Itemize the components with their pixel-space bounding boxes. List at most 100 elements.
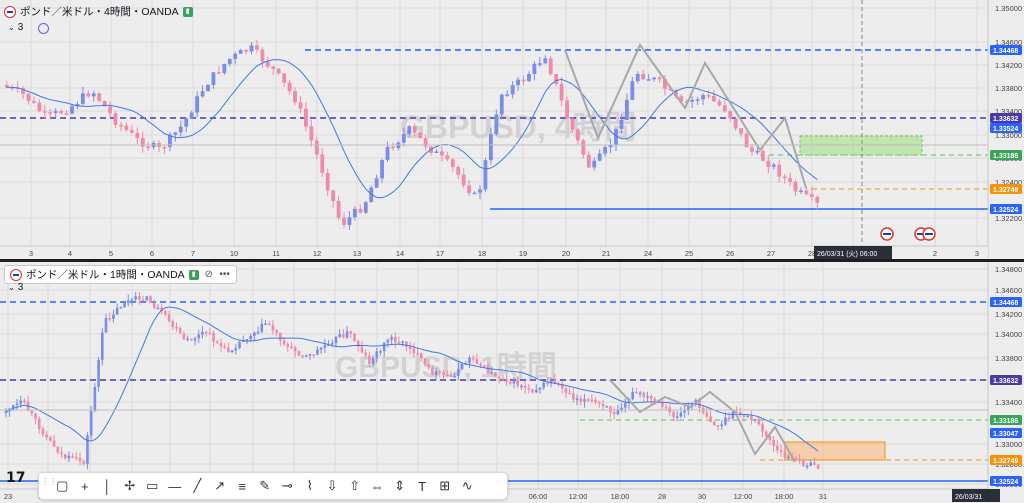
candle-body bbox=[184, 118, 189, 127]
brush-icon[interactable]: ✎ bbox=[259, 478, 271, 493]
tradingview-logo[interactable]: 17 bbox=[6, 470, 26, 486]
candle-body bbox=[64, 113, 69, 115]
candle-body bbox=[499, 94, 504, 115]
symbol-title[interactable]: ポンド／米ドル・1時間・OANDA bbox=[26, 269, 185, 281]
candle-body bbox=[598, 402, 601, 404]
horizontal-line-icon[interactable]: — bbox=[168, 478, 182, 494]
candle-body bbox=[720, 424, 724, 427]
candle-body bbox=[53, 111, 58, 113]
candle-body bbox=[549, 379, 553, 384]
candle-body bbox=[809, 194, 814, 197]
chevron-down-icon[interactable]: ⌄ bbox=[8, 23, 15, 32]
ray-icon[interactable]: ↗ bbox=[214, 478, 226, 493]
candle-body bbox=[342, 217, 346, 225]
candle-body bbox=[505, 94, 510, 96]
chevron-down-icon[interactable]: ⌄ bbox=[8, 283, 15, 292]
price-range-icon[interactable]: ⇕ bbox=[394, 478, 406, 493]
crosshair-icon[interactable]: + bbox=[80, 478, 89, 494]
candle-body bbox=[374, 178, 379, 188]
candle-body bbox=[512, 380, 516, 384]
candle-body bbox=[523, 385, 527, 389]
candle-body bbox=[356, 341, 360, 347]
cross-icon[interactable]: ✢ bbox=[124, 478, 136, 493]
candle-body bbox=[253, 332, 256, 336]
chart-canvas-4h[interactable]: GBPUSD, 4時間 1.35000 1.34600 1.34200 1.33800 1… bbox=[0, 0, 1024, 260]
parallel-channel-icon[interactable]: ≡ bbox=[238, 478, 247, 494]
candle-body bbox=[112, 314, 115, 319]
date-tick-label: 12 bbox=[313, 249, 321, 258]
candle-body bbox=[565, 100, 569, 119]
drawing-toolbar[interactable]: ⋮⋮ ▢ + │ ✢ ▭ — ╱ ↗ ≡ ✎ ⊸ ⌇ ⇩ ⇧ ⇔ ⇕ T ⊞ ∿ bbox=[38, 472, 508, 500]
indicator-settings-4h[interactable] bbox=[38, 23, 49, 34]
drag-handle-icon[interactable]: ⋮⋮ bbox=[41, 477, 57, 486]
candle-body bbox=[739, 128, 744, 134]
link-icon[interactable]: ⊘ bbox=[204, 268, 213, 280]
candle-body bbox=[215, 341, 219, 344]
chart-canvas-1h[interactable]: GBPUSD, 1時間 1.34800 1.34600 1.34200 1.34000 1… bbox=[0, 262, 1024, 503]
vertical-line-icon[interactable]: │ bbox=[103, 478, 112, 494]
price-badge-label: 1.33524 bbox=[993, 126, 1018, 133]
price-badge-label: 1.32524 bbox=[993, 207, 1018, 214]
candle-body bbox=[772, 440, 775, 446]
symbol-legend-4h[interactable]: ポンド／米ドル・4時間・OANDA ▮ bbox=[4, 4, 193, 19]
rectangle-icon[interactable]: ▭ bbox=[146, 478, 159, 493]
price-tick-label: 1.34600 bbox=[995, 38, 1022, 47]
candle-body bbox=[319, 347, 323, 350]
indicator-circle-icon[interactable] bbox=[38, 23, 49, 34]
price-badge-label: 1.32749 bbox=[993, 458, 1018, 465]
candle-body bbox=[805, 465, 809, 468]
candle-body bbox=[687, 407, 690, 411]
candle-body bbox=[594, 399, 597, 403]
candle-body bbox=[216, 72, 221, 74]
indicator-legend-1h[interactable]: ⌄ 3 bbox=[8, 282, 23, 293]
candle-body bbox=[178, 126, 183, 133]
path-icon[interactable]: ⌇ bbox=[306, 478, 313, 493]
candle-body bbox=[766, 160, 771, 167]
arrow-up-icon[interactable]: ⇧ bbox=[349, 478, 361, 493]
candle-body bbox=[804, 190, 809, 195]
symbol-legend-1h[interactable]: ポンド／米ドル・1時間・OANDA ▮ ⊘ ••• bbox=[4, 265, 237, 284]
candle-body bbox=[336, 201, 341, 218]
candle-body bbox=[146, 146, 151, 149]
chart-pane-1h[interactable]: GBPUSD, 1時間 1.34800 1.34600 1.34200 1.34000 1… bbox=[0, 262, 1024, 503]
curve-icon[interactable]: ∿ bbox=[461, 478, 473, 493]
candle-body bbox=[208, 332, 212, 335]
candle-body bbox=[779, 450, 783, 453]
price-tick-label: 1.33000 bbox=[995, 131, 1022, 140]
candle-body bbox=[631, 391, 634, 399]
market-open-icon: ▮ bbox=[188, 269, 199, 280]
candle-body bbox=[89, 410, 93, 436]
candle-body bbox=[586, 399, 590, 401]
date-range-icon[interactable]: ⇔ bbox=[370, 478, 384, 494]
arrow-down-icon[interactable]: ⇩ bbox=[326, 478, 338, 493]
horizontal-ray-icon[interactable]: ⊸ bbox=[281, 478, 293, 493]
candle-body bbox=[798, 459, 801, 461]
candle-body bbox=[706, 95, 711, 97]
date-tick-label: 18:00 bbox=[775, 492, 794, 501]
candle-body bbox=[419, 353, 423, 359]
comment-icon[interactable]: ▢ bbox=[56, 478, 69, 493]
candle-body bbox=[709, 416, 712, 422]
measure-icon[interactable]: ⊞ bbox=[439, 478, 451, 493]
candle-body bbox=[245, 339, 249, 341]
candle-body bbox=[271, 324, 275, 331]
chart-pane-4h[interactable]: GBPUSD, 4時間 1.35000 1.34600 1.34200 1.33800 1… bbox=[0, 0, 1024, 260]
anchored-text-icon[interactable]: T bbox=[418, 478, 427, 494]
candle-body bbox=[32, 101, 36, 103]
candle-body bbox=[788, 178, 792, 183]
candle-body bbox=[267, 323, 271, 326]
pane-divider[interactable] bbox=[0, 259, 1024, 262]
candle-body bbox=[724, 417, 727, 425]
candle-body bbox=[349, 331, 353, 334]
symbol-title[interactable]: ポンド／米ドル・4時間・OANDA bbox=[20, 6, 179, 18]
date-tick-label: 24 bbox=[644, 249, 652, 258]
candle-body bbox=[641, 73, 646, 80]
date-tick-label: 12:00 bbox=[569, 492, 588, 501]
indicator-legend-4h[interactable]: ⌄ 3 bbox=[8, 22, 23, 33]
trend-line-icon[interactable]: ╱ bbox=[193, 478, 202, 493]
more-icon[interactable]: ••• bbox=[219, 268, 230, 280]
candle-body bbox=[260, 49, 265, 62]
candle-body bbox=[45, 434, 48, 438]
candle-body bbox=[230, 350, 234, 353]
zigzag-line bbox=[564, 43, 807, 189]
